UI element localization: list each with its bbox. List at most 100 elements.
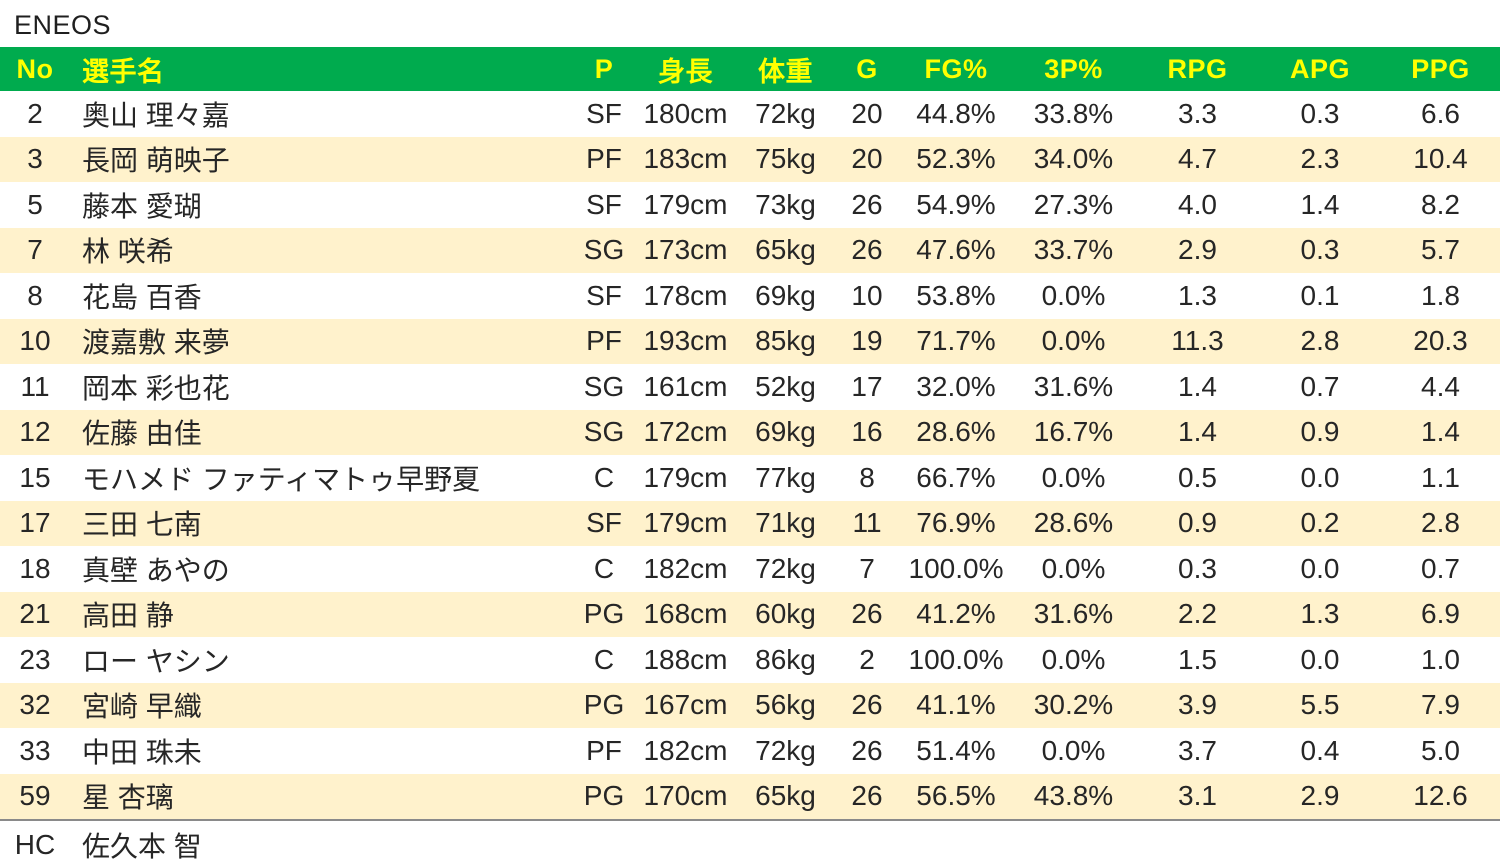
cell-rpg: 3.3 <box>1136 91 1259 137</box>
cell-fg: 44.8% <box>901 91 1011 137</box>
table-footer: HC 佐久本 智 <box>0 819 1500 868</box>
cell-no: 3 <box>0 136 70 182</box>
cell-name: 星 杏璃 <box>70 773 575 820</box>
player-row: 12 佐藤 由佳 SG 172cm 69kg 16 28.6% 16.7% 1.4 0.9 1.4 <box>0 409 1500 455</box>
cell-pos: SF <box>575 182 633 228</box>
cell-apg: 0.4 <box>1259 728 1381 774</box>
player-row: 32 宮崎 早織 PG 167cm 56kg 26 41.1% 30.2% 3.9 5.5 7.9 <box>0 682 1500 728</box>
cell-ppg: 8.2 <box>1381 182 1500 228</box>
cell-ppg: 6.6 <box>1381 91 1500 137</box>
cell-tp: 0.0% <box>1011 273 1136 319</box>
cell-no: 2 <box>0 91 70 137</box>
cell-tp: 34.0% <box>1011 136 1136 182</box>
column-header-tp: 3P% <box>1011 47 1136 91</box>
cell-name: 奥山 理々嘉 <box>70 91 575 137</box>
cell-rpg: 0.5 <box>1136 455 1259 501</box>
cell-tp: 28.6% <box>1011 500 1136 546</box>
cell-height: 168cm <box>633 591 738 637</box>
roster-table: No 選手名 P 身長 体重 G FG% 3P% RPG APG PPG 2 奥山 理々嘉 SF 180c… <box>0 47 1500 868</box>
cell-ppg: 1.0 <box>1381 637 1500 683</box>
cell-weight: 75kg <box>738 136 833 182</box>
cell-rpg: 4.7 <box>1136 136 1259 182</box>
cell-rpg: 1.4 <box>1136 409 1259 455</box>
cell-weight: 71kg <box>738 500 833 546</box>
cell-apg: 0.0 <box>1259 546 1381 592</box>
cell-fg: 76.9% <box>901 500 1011 546</box>
cell-fg: 71.7% <box>901 318 1011 364</box>
cell-ppg: 5.0 <box>1381 728 1500 774</box>
cell-apg: 0.9 <box>1259 409 1381 455</box>
cell-fg: 28.6% <box>901 409 1011 455</box>
cell-name: 長岡 萌映子 <box>70 136 575 182</box>
cell-fg: 53.8% <box>901 273 1011 319</box>
head-coach-name: 佐久本 智 <box>70 819 1500 868</box>
cell-games: 10 <box>833 273 901 319</box>
column-header-name: 選手名 <box>70 47 575 91</box>
cell-weight: 60kg <box>738 591 833 637</box>
cell-height: 179cm <box>633 182 738 228</box>
cell-pos: PG <box>575 682 633 728</box>
column-header-weight: 体重 <box>738 47 833 91</box>
player-row: 17 三田 七南 SF 179cm 71kg 11 76.9% 28.6% 0.9 0.2 2.8 <box>0 500 1500 546</box>
player-row: 15 モハメド ファティマトゥ早野夏 C 179cm 77kg 8 66.7% 0.0% 0.5… <box>0 455 1500 501</box>
cell-pos: SF <box>575 500 633 546</box>
cell-name: 藤本 愛瑚 <box>70 182 575 228</box>
cell-pos: C <box>575 455 633 501</box>
cell-ppg: 1.1 <box>1381 455 1500 501</box>
cell-name: 真壁 あやの <box>70 546 575 592</box>
cell-no: 23 <box>0 637 70 683</box>
cell-apg: 1.3 <box>1259 591 1381 637</box>
cell-height: 180cm <box>633 91 738 137</box>
cell-ppg: 20.3 <box>1381 318 1500 364</box>
cell-name: 中田 珠未 <box>70 728 575 774</box>
header-row: No 選手名 P 身長 体重 G FG% 3P% RPG APG PPG <box>0 47 1500 91</box>
player-row: 5 藤本 愛瑚 SF 179cm 73kg 26 54.9% 27.3% 4.0 1.4 8.2 <box>0 182 1500 228</box>
player-row: 33 中田 珠未 PF 182cm 72kg 26 51.4% 0.0% 3.7 0.4 5.0 <box>0 728 1500 774</box>
cell-pos: C <box>575 637 633 683</box>
cell-weight: 72kg <box>738 91 833 137</box>
cell-name: 渡嘉敷 来夢 <box>70 318 575 364</box>
cell-height: 172cm <box>633 409 738 455</box>
cell-no: 32 <box>0 682 70 728</box>
cell-fg: 66.7% <box>901 455 1011 501</box>
player-row: 23 ロー ヤシン C 188cm 86kg 2 100.0% 0.0% 1.5 0.0 1.0 <box>0 637 1500 683</box>
cell-ppg: 0.7 <box>1381 546 1500 592</box>
cell-pos: SG <box>575 364 633 410</box>
cell-rpg: 0.3 <box>1136 546 1259 592</box>
cell-name: 三田 七南 <box>70 500 575 546</box>
cell-weight: 72kg <box>738 546 833 592</box>
cell-games: 16 <box>833 409 901 455</box>
cell-weight: 72kg <box>738 728 833 774</box>
cell-apg: 0.2 <box>1259 500 1381 546</box>
cell-weight: 65kg <box>738 227 833 273</box>
cell-pos: SG <box>575 227 633 273</box>
cell-no: 59 <box>0 773 70 820</box>
player-row: 59 星 杏璃 PG 170cm 65kg 26 56.5% 43.8% 3.1 2.9 12.6 <box>0 773 1500 820</box>
cell-games: 7 <box>833 546 901 592</box>
column-header-rpg: RPG <box>1136 47 1259 91</box>
cell-rpg: 1.3 <box>1136 273 1259 319</box>
player-row: 10 渡嘉敷 来夢 PF 193cm 85kg 19 71.7% 0.0% 11.3 2.8 20.… <box>0 318 1500 364</box>
player-row: 11 岡本 彩也花 SG 161cm 52kg 17 32.0% 31.6% 1.4 0.7 4.4 <box>0 364 1500 410</box>
cell-games: 26 <box>833 227 901 273</box>
cell-height: 188cm <box>633 637 738 683</box>
cell-ppg: 1.4 <box>1381 409 1500 455</box>
cell-apg: 2.3 <box>1259 136 1381 182</box>
cell-games: 26 <box>833 591 901 637</box>
cell-tp: 0.0% <box>1011 455 1136 501</box>
cell-rpg: 1.4 <box>1136 364 1259 410</box>
cell-tp: 31.6% <box>1011 591 1136 637</box>
cell-height: 183cm <box>633 136 738 182</box>
cell-weight: 77kg <box>738 455 833 501</box>
player-row: 2 奥山 理々嘉 SF 180cm 72kg 20 44.8% 33.8% 3.3 0.3 6.6 <box>0 91 1500 137</box>
cell-weight: 56kg <box>738 682 833 728</box>
cell-games: 8 <box>833 455 901 501</box>
cell-apg: 2.8 <box>1259 318 1381 364</box>
cell-apg: 5.5 <box>1259 682 1381 728</box>
cell-games: 20 <box>833 91 901 137</box>
cell-fg: 47.6% <box>901 227 1011 273</box>
cell-fg: 41.2% <box>901 591 1011 637</box>
cell-no: 5 <box>0 182 70 228</box>
cell-height: 170cm <box>633 773 738 820</box>
